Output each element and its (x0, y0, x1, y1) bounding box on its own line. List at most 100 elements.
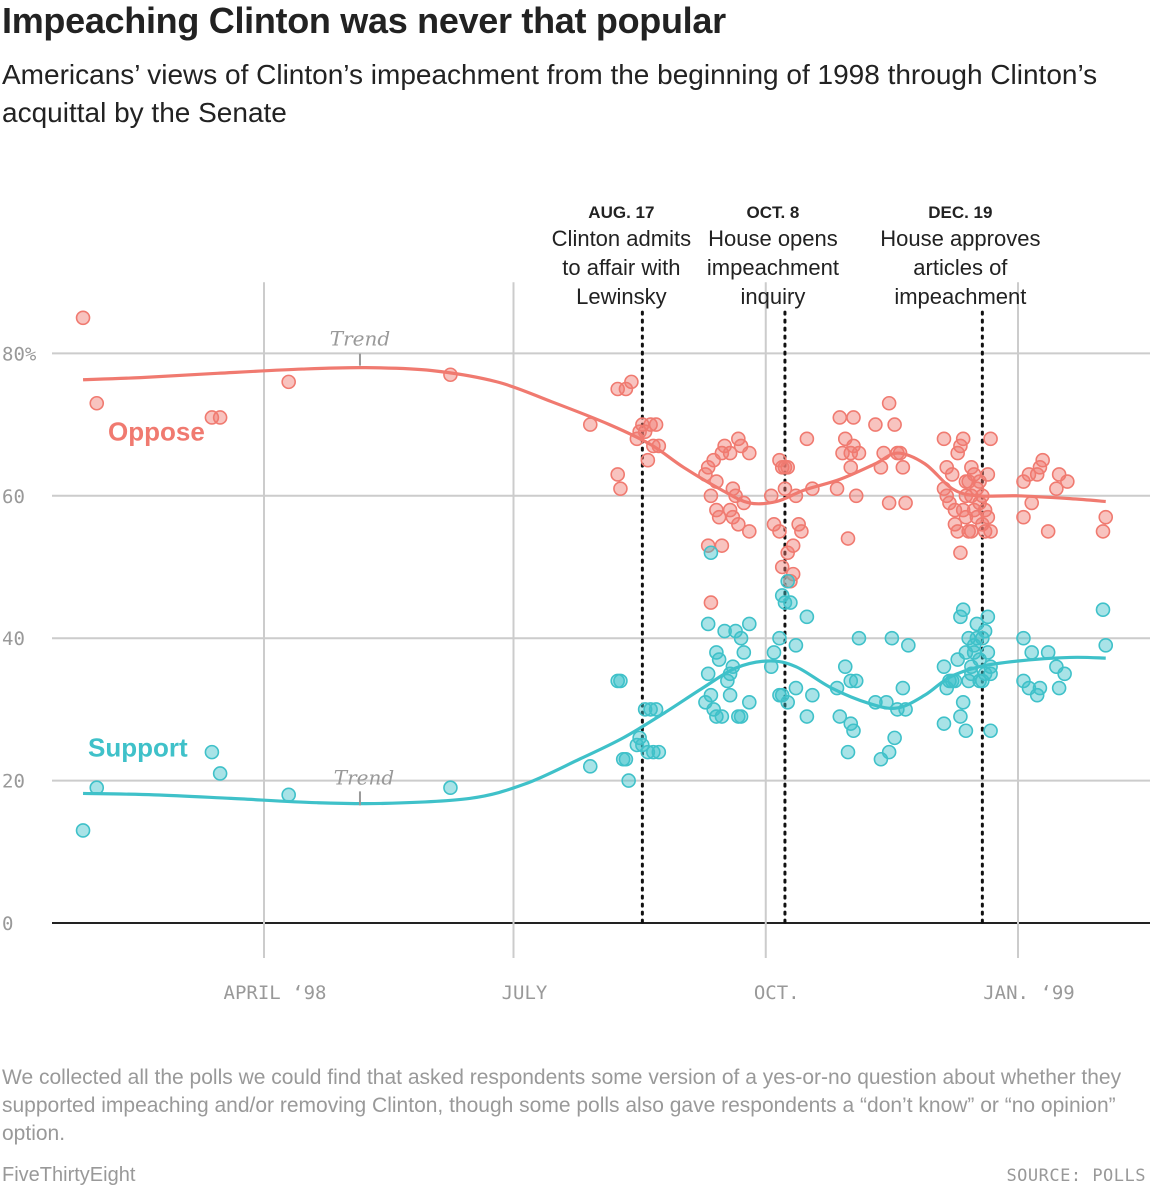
support-poll-point (881, 744, 897, 760)
oppose-poll-point (895, 460, 911, 475)
oppose-poll-point (1016, 509, 1031, 525)
oppose-poll-point (785, 538, 801, 553)
oppose-poll-point (774, 559, 790, 575)
oppose-poll-point (881, 395, 897, 411)
oppose-poll-point (881, 495, 897, 511)
support-poll-point (953, 709, 968, 724)
x-tick-label: JAN. ‘99 (983, 982, 1075, 1004)
support-poll-point (722, 687, 738, 703)
oppose-poll-point (983, 524, 998, 539)
oppose-poll-point (964, 524, 979, 539)
support-series-label: Support (88, 732, 188, 762)
support-poll-point (887, 730, 902, 746)
oppose-poll-point (648, 417, 664, 432)
trend-lines (82, 365, 1106, 806)
support-poll-point (736, 645, 752, 660)
oppose-poll-point (955, 431, 971, 447)
x-tick-label: JULY (502, 982, 548, 1004)
support-poll-point (1024, 645, 1040, 660)
support-poll-point (703, 545, 719, 561)
event-description: articles of (913, 255, 1008, 280)
chart-subtitle: Americans’ views of Clinton’s impeachmen… (2, 59, 1098, 128)
support-poll-point (843, 673, 859, 689)
oppose-poll-point (1098, 509, 1114, 525)
chart-labels: Trend Trend Oppose Support (88, 327, 394, 806)
support-poll-point (1051, 680, 1067, 696)
support-poll-point (89, 780, 105, 796)
support-poll-point (709, 709, 724, 724)
oppose-poll-point (613, 481, 628, 496)
oppose-poll-point (709, 474, 724, 489)
support-poll-point (717, 623, 732, 639)
support-poll-point (725, 659, 741, 674)
event-date-label: OCT. 8 (746, 203, 799, 222)
support-poll-point (733, 630, 749, 646)
oppose-poll-point (829, 481, 845, 496)
oppose-poll-point (443, 367, 458, 383)
support-poll-point (281, 787, 296, 803)
support-poll-point (805, 687, 820, 703)
support-poll-point (980, 609, 996, 625)
support-poll-point (700, 616, 716, 632)
support-poll-point (895, 680, 911, 696)
support-poll-point (621, 773, 636, 788)
oppose-poll-point (610, 467, 625, 482)
oppose-poll-point (876, 445, 891, 461)
support-poll-point (763, 659, 779, 674)
support-poll-point (884, 630, 900, 646)
oppose-poll-point (843, 460, 859, 475)
y-tick-label: 20 (2, 771, 25, 793)
x-tick-label: APRIL ‘98 (224, 982, 327, 1004)
oppose-poll-point (75, 310, 91, 326)
oppose-poll-point (624, 374, 639, 390)
oppose-poll-point (281, 374, 296, 390)
support-poll-point (742, 694, 757, 710)
oppose-poll-point (980, 467, 996, 482)
support-poll-point (648, 702, 664, 717)
y-tick-label: 40 (2, 628, 25, 650)
oppose-trend-line (82, 365, 1106, 506)
oppose-poll-point (805, 481, 820, 496)
oppose-poll-point (983, 431, 998, 447)
support-poll-point (983, 666, 998, 682)
support-poll-point (703, 687, 719, 703)
support-poll-point (733, 709, 749, 724)
support-poll-point (851, 630, 867, 646)
footnote: We collected all the polls we could find… (2, 1066, 1122, 1145)
support-poll-point (75, 823, 91, 838)
support-poll-point (1040, 645, 1056, 660)
support-poll-point (936, 716, 952, 731)
event-description: House approves (880, 226, 1040, 251)
support-poll-point (780, 573, 795, 589)
x-tick-label: OCT. (754, 982, 800, 1004)
support-poll-point (947, 673, 963, 689)
support-poll-point (969, 630, 985, 646)
support-poll-point (868, 694, 883, 710)
support-poll-point (901, 638, 916, 653)
oppose-poll-point (742, 445, 757, 461)
support-poll-point (1016, 630, 1031, 646)
oppose-poll-point (840, 531, 856, 546)
oppose-series-label: Oppose (108, 416, 205, 446)
oppose-poll-point (1060, 474, 1075, 489)
oppose-poll-point (1049, 481, 1064, 496)
support-poll-point (714, 709, 730, 724)
event-description: impeachment (894, 284, 1026, 309)
event-description: Lewinsky (576, 284, 666, 309)
support-poll-point (780, 694, 795, 710)
oppose-poll-point (953, 545, 968, 561)
event-description: to affair with (562, 255, 680, 280)
support-poll-point (977, 666, 993, 682)
support-poll-point (799, 609, 815, 625)
support-poll-point (613, 673, 628, 689)
y-tick-label: 0 (2, 913, 13, 935)
oppose-poll-point (1024, 495, 1040, 511)
oppose-poll-point (640, 452, 656, 468)
support-poll-point (955, 602, 971, 618)
support-poll-point (212, 766, 228, 781)
support-poll-point (936, 659, 952, 674)
support-poll-point (618, 751, 634, 767)
oppose-poll-point (944, 467, 960, 482)
oppose-poll-point (799, 431, 815, 447)
oppose-poll-point (851, 445, 867, 461)
